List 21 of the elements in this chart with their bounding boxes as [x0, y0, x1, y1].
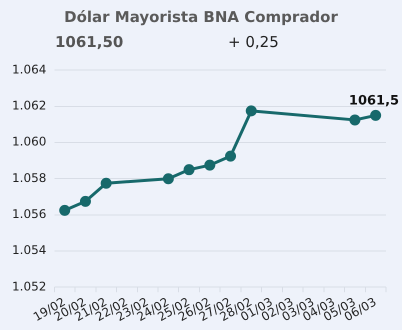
- y-tick-label: 1.054: [12, 243, 46, 258]
- y-tick-label: 1.052: [12, 279, 46, 294]
- y-tick-label: 1.060: [12, 134, 46, 149]
- chart-subtitle: 1061,50: [55, 33, 124, 51]
- y-tick-label: 1.058: [12, 170, 46, 185]
- point: [80, 196, 91, 207]
- y-tick-label: 1.056: [12, 207, 46, 222]
- annotation: 1061,5: [348, 93, 400, 108]
- point: [204, 160, 216, 171]
- point: [349, 114, 360, 126]
- chart-title: Dólar Mayorista BNA Comprador: [63, 8, 339, 26]
- point: [184, 164, 195, 176]
- y-tick-label: 1.064: [12, 62, 46, 76]
- point: [59, 204, 70, 216]
- point: [246, 105, 257, 116]
- y-tick-label: 1.062: [12, 98, 46, 112]
- text: + 0,25: [228, 33, 279, 51]
- point: [100, 178, 112, 189]
- point: [370, 110, 382, 121]
- point: [225, 150, 236, 162]
- point: [162, 173, 174, 184]
